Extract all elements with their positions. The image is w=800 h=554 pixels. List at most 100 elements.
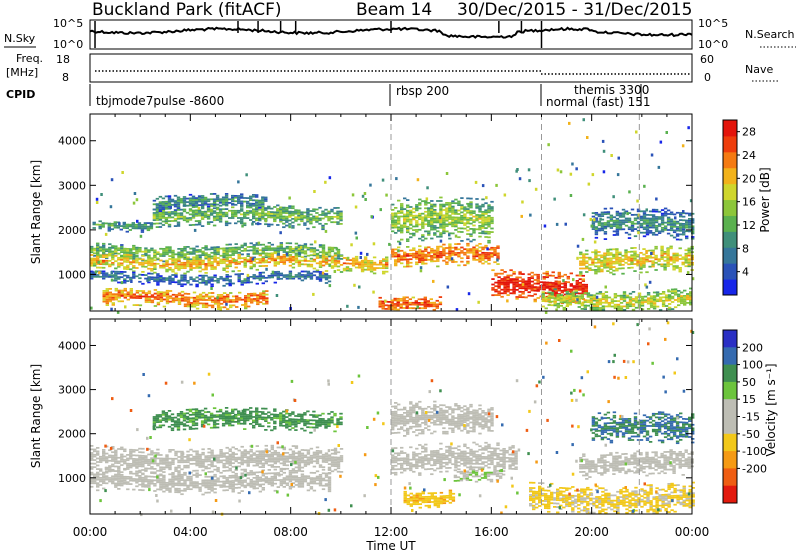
echo-cell: [406, 215, 410, 217]
echo-cell: [630, 221, 635, 223]
echo-cell: [273, 206, 277, 208]
echo-cell: [394, 214, 398, 216]
echo-cell: [433, 254, 437, 257]
echo-cell: [161, 211, 166, 214]
echo-cell: [397, 249, 400, 253]
echo-cell: [650, 252, 653, 255]
echo-cell: [256, 303, 260, 306]
echo-cell: [264, 459, 269, 461]
echo-cell: [198, 293, 203, 296]
echo-cell: [126, 251, 130, 254]
echo-cell: [385, 193, 388, 197]
echo-cell: [252, 265, 256, 268]
echo-cell: [171, 461, 175, 464]
echo-cell: [560, 302, 565, 305]
echo-cell: [669, 224, 674, 226]
echo-cell: [279, 213, 283, 216]
echo-cell: [177, 281, 181, 284]
echo-cell: [146, 229, 151, 232]
echo-cell: [246, 258, 250, 261]
echo-cell: [176, 201, 181, 204]
echo-cell: [198, 297, 203, 299]
echo-cell: [135, 261, 139, 264]
echo-cell: [463, 215, 467, 217]
echo-cell: [159, 277, 163, 279]
echo-cell: [111, 460, 115, 462]
echo-cell: [264, 200, 268, 202]
echo-cell: [603, 254, 607, 257]
echo-cell: [207, 456, 211, 459]
echo-cell: [324, 214, 328, 216]
echo-cell: [409, 236, 413, 239]
echo-cell: [186, 296, 191, 299]
echo-cell: [529, 213, 532, 217]
echo-cell: [165, 295, 170, 297]
cpid-mode-4: normal (fast) 151: [546, 95, 650, 109]
echo-cell: [300, 250, 305, 252]
echo-cell: [357, 265, 362, 267]
echo-cell: [132, 261, 136, 264]
echo-cell: [409, 222, 413, 224]
echo-cell: [457, 200, 461, 203]
echo-cell: [197, 197, 202, 199]
echo-cell: [430, 223, 434, 226]
echo-cell: [162, 468, 166, 471]
echo-cell: [155, 208, 160, 211]
echo-cell: [167, 197, 172, 199]
echo-cell: [478, 214, 482, 217]
echo-cell: [613, 294, 618, 297]
echo-cell: [203, 203, 208, 206]
echo-cell: [195, 249, 199, 251]
echo-cell: [265, 302, 269, 305]
echo-cell: [683, 296, 687, 299]
echo-cell: [574, 302, 579, 305]
echo-cell: [615, 217, 620, 220]
echo-cell: [466, 244, 470, 247]
echo-cell: [372, 290, 375, 294]
echo-cell: [270, 247, 275, 250]
echo-cell: [424, 259, 428, 261]
echo-cell: [155, 211, 160, 214]
echo-cell: [430, 228, 434, 231]
echo-cell: [387, 308, 391, 310]
echo-cell: [159, 264, 163, 267]
echo-cell: [420, 298, 425, 301]
echo-cell: [636, 210, 641, 213]
echo-cell: [99, 248, 103, 250]
echo-cell: [357, 266, 362, 269]
echo-cell: [195, 256, 199, 259]
echo-cell: [636, 199, 639, 203]
echo-cell: [158, 213, 163, 216]
echo-cell: [475, 244, 479, 247]
echo-cell: [582, 256, 586, 259]
echo-cell: [591, 224, 596, 227]
echo-cell: [174, 295, 179, 298]
echo-cell: [600, 215, 605, 217]
echo-cell: [415, 216, 419, 219]
echo-cell: [406, 227, 410, 230]
cpid-strip: CPID tbjmode7pulse -8600 rbsp 200 themis…: [6, 83, 650, 109]
echo-cell: [300, 215, 304, 217]
beam-label: Beam 14: [356, 0, 432, 20]
echo-cell: [402, 299, 406, 302]
echo-cell: [267, 223, 271, 226]
echo-cell: [430, 225, 434, 227]
echo-cell: [457, 218, 461, 221]
echo-cell: [129, 291, 134, 294]
echo-cell: [282, 254, 287, 256]
echo-cell: [663, 267, 667, 269]
echo-cell: [572, 278, 575, 282]
echo-cell: [582, 264, 586, 266]
echo-cell: [675, 222, 680, 225]
echo-cell: [201, 281, 205, 284]
echo-cell: [261, 198, 265, 200]
echo-cell: [309, 247, 314, 249]
echo-cell: [177, 461, 181, 464]
echo-cell: [255, 268, 260, 271]
echo-cell: [512, 285, 516, 288]
echo-cell: [216, 299, 221, 302]
echo-cell: [503, 271, 507, 273]
echo-cell: [451, 218, 455, 220]
echo-cell: [194, 223, 199, 226]
echo-cell: [448, 209, 452, 211]
